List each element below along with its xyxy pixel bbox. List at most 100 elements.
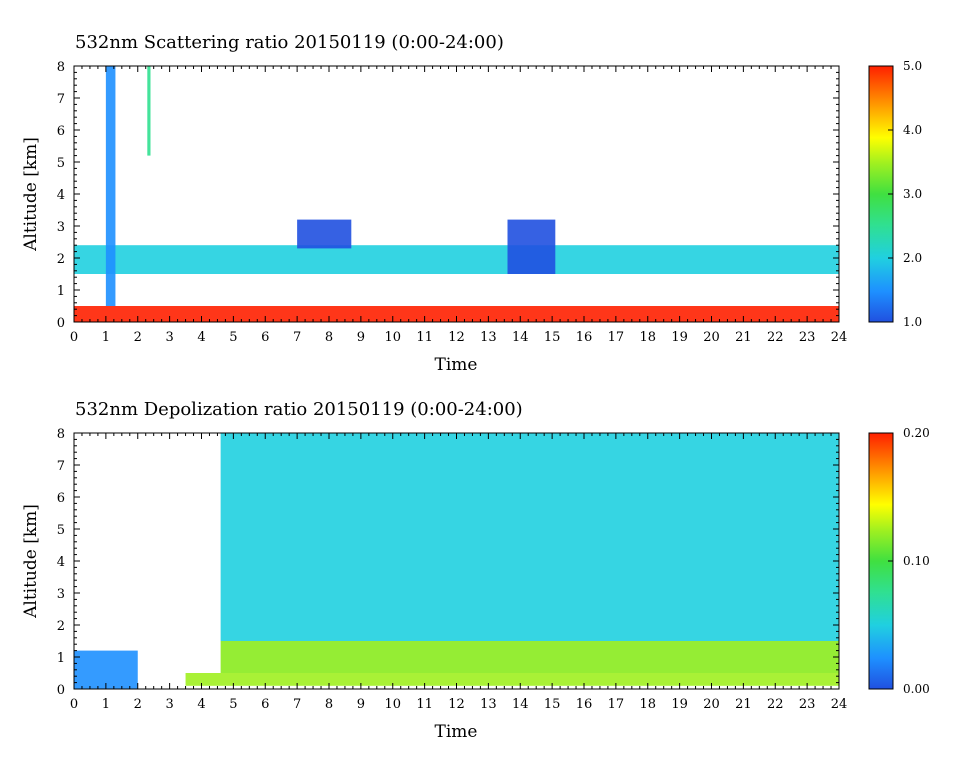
colorbar-label: 0.20 [903, 426, 930, 440]
axes: 0 1 2 3 4 5 6 7 8 9 10 11 12 13 14 15 16 17 18 19 20 21 22 23 24… [57, 427, 848, 712]
y-tick-label: 4 [57, 555, 65, 570]
x-tick-label: 17 [608, 697, 625, 712]
x-tick-label: 2 [134, 697, 142, 712]
x-tick-label: 21 [735, 330, 752, 345]
x-tick-label: 4 [197, 697, 205, 712]
x-tick-label: 19 [671, 697, 688, 712]
colorbar-label: 3.0 [903, 187, 922, 201]
x-tick-label: 24 [831, 330, 848, 345]
colorbar: 1.0 2.0 3.0 4.0 5.0 [868, 59, 922, 329]
x-tick-label: 12 [448, 330, 465, 345]
heatmap-region-background [217, 433, 839, 673]
x-tick-label: 21 [735, 697, 752, 712]
chart-title: 532nm Depolization ratio 20150119 (0:00-… [75, 399, 523, 420]
y-tick-label: 4 [57, 188, 65, 203]
x-tick-label: 10 [384, 697, 401, 712]
y-tick-label: 3 [57, 220, 65, 235]
chart-title: 532nm Scattering ratio 20150119 (0:00-24… [75, 32, 504, 53]
x-tick-label: 10 [384, 330, 401, 345]
colorbar-label: 4.0 [903, 123, 922, 137]
x-tick-label: 3 [165, 697, 173, 712]
x-tick-label: 0 [70, 697, 78, 712]
heatmap-region-low-depol [74, 650, 138, 689]
x-tick-label: 13 [480, 697, 497, 712]
y-tick-label: 7 [57, 459, 65, 474]
x-tick-label: 8 [325, 697, 333, 712]
colorbar-label: 2.0 [903, 251, 922, 265]
x-axis-label: Time [435, 722, 478, 742]
heatmap-region-cloud [507, 219, 556, 274]
x-tick-label: 7 [293, 330, 301, 345]
x-tick-label: 18 [639, 330, 656, 345]
colorbar: 0.00 0.10 0.20 [868, 426, 930, 696]
y-tick-label: 6 [57, 491, 65, 506]
heatmap-region-cloud [147, 66, 151, 156]
x-tick-label: 22 [767, 330, 784, 345]
x-axis-label: Time [435, 355, 478, 375]
x-tick-label: 23 [799, 697, 816, 712]
x-tick-label: 13 [480, 330, 497, 345]
x-tick-label: 5 [229, 697, 237, 712]
y-tick-label: 7 [57, 92, 65, 107]
y-tick-label: 0 [57, 683, 65, 698]
x-tick-label: 23 [799, 330, 816, 345]
y-tick-label: 5 [57, 156, 65, 171]
x-tick-label: 11 [416, 697, 433, 712]
heatmap-region-boundary-layer [185, 641, 839, 686]
y-tick-label: 5 [57, 523, 65, 538]
x-tick-label: 15 [544, 330, 561, 345]
heatmap-region-boundary-layer-top [74, 245, 839, 274]
x-tick-label: 20 [703, 330, 720, 345]
x-tick-label: 1 [102, 330, 110, 345]
heatmap-region-cloud [105, 66, 116, 306]
y-tick-label: 2 [57, 619, 65, 634]
colorbar-label: 5.0 [903, 59, 922, 73]
y-tick-label: 3 [57, 587, 65, 602]
x-tick-label: 14 [512, 697, 529, 712]
y-tick-label: 8 [57, 60, 65, 75]
x-tick-label: 17 [608, 330, 625, 345]
heatmap-region-cloud [297, 219, 352, 249]
colorbar-label: 0.10 [903, 554, 930, 568]
y-tick-label: 6 [57, 124, 65, 139]
x-tick-label: 8 [325, 330, 333, 345]
x-tick-label: 0 [70, 330, 78, 345]
x-tick-label: 19 [671, 330, 688, 345]
x-tick-label: 14 [512, 330, 529, 345]
x-tick-label: 6 [261, 697, 269, 712]
x-tick-label: 24 [831, 697, 848, 712]
panel-depolarization-ratio: 532nm Depolization ratio 20150119 (0:00-… [21, 399, 930, 742]
axes: 0 1 2 3 4 5 6 7 8 9 10 11 12 13 14 15 16 17 18 19 20 21 22 23 24… [57, 60, 848, 345]
x-tick-label: 22 [767, 697, 784, 712]
x-tick-label: 2 [134, 330, 142, 345]
x-tick-label: 9 [357, 697, 365, 712]
x-tick-label: 15 [544, 697, 561, 712]
y-tick-label: 0 [57, 316, 65, 331]
heatmap-region-missing [140, 433, 221, 673]
x-tick-label: 6 [261, 330, 269, 345]
colorbar-label: 1.0 [903, 315, 922, 329]
x-tick-label: 7 [293, 697, 301, 712]
panel-scattering-ratio: 532nm Scattering ratio 20150119 (0:00-24… [21, 32, 922, 375]
x-tick-label: 5 [229, 330, 237, 345]
colorbar-label: 0.00 [903, 682, 930, 696]
x-tick-label: 11 [416, 330, 433, 345]
y-tick-label: 1 [57, 284, 65, 299]
x-tick-label: 3 [165, 330, 173, 345]
x-tick-label: 16 [576, 697, 593, 712]
y-axis-label: Altitude [km] [21, 504, 41, 619]
y-tick-label: 1 [57, 651, 65, 666]
y-axis-label: Altitude [km] [21, 137, 41, 252]
x-tick-label: 1 [102, 697, 110, 712]
plot-area [74, 66, 839, 322]
x-tick-label: 9 [357, 330, 365, 345]
y-tick-label: 2 [57, 252, 65, 267]
x-tick-label: 12 [448, 697, 465, 712]
x-tick-label: 16 [576, 330, 593, 345]
x-tick-label: 20 [703, 697, 720, 712]
x-tick-label: 18 [639, 697, 656, 712]
y-tick-label: 8 [57, 427, 65, 442]
heatmap-data [74, 433, 839, 689]
x-tick-label: 4 [197, 330, 205, 345]
